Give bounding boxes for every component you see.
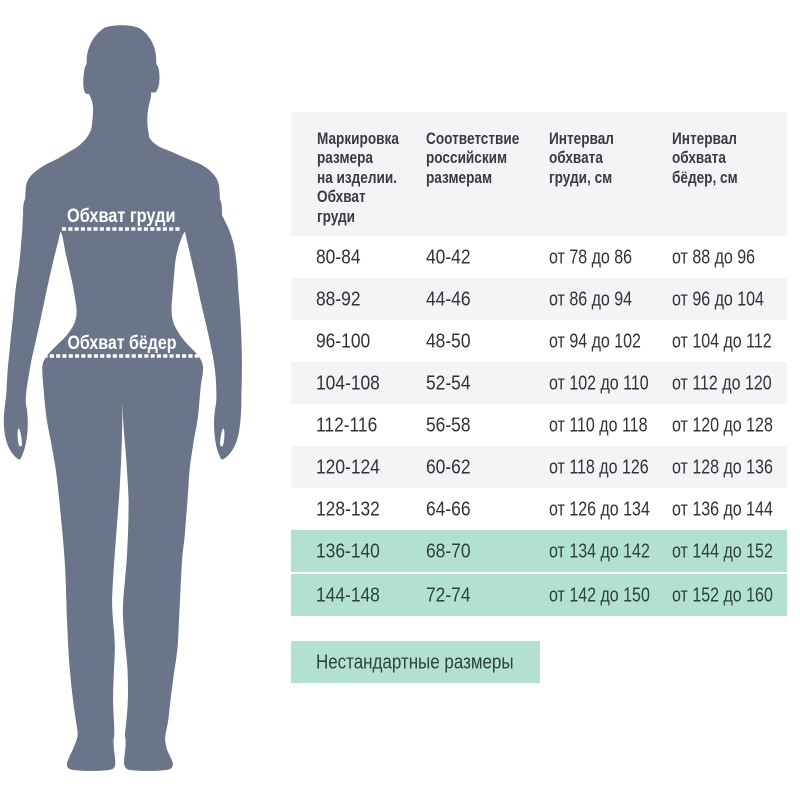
svg-text:Обхват бёдер: Обхват бёдер — [68, 332, 177, 354]
svg-text:Обхват груди: Обхват груди — [67, 205, 176, 227]
